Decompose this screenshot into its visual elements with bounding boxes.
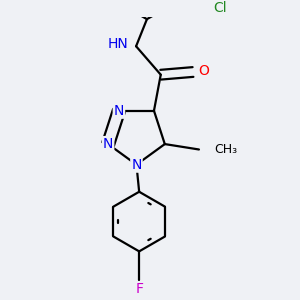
Text: F: F xyxy=(135,282,143,296)
Text: N: N xyxy=(131,158,142,172)
Text: N: N xyxy=(114,104,124,118)
Text: N: N xyxy=(103,137,113,151)
Text: CH₃: CH₃ xyxy=(214,143,237,156)
Text: Cl: Cl xyxy=(214,1,227,15)
Text: O: O xyxy=(198,64,209,78)
Text: HN: HN xyxy=(107,37,128,50)
